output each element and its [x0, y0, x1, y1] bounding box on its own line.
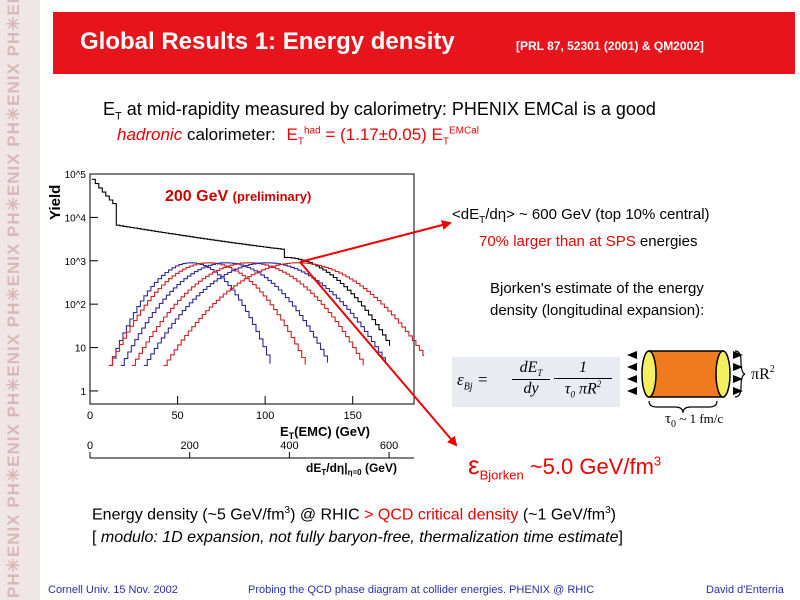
footer-right: David d'Enterria: [706, 584, 784, 596]
footer-left: Cornell Univ. 15 Nov. 2002: [48, 584, 178, 596]
series-line-5: [143, 262, 387, 366]
y-tick-label: 10^5: [65, 170, 87, 181]
secondary-x-ticks: 0 200 400 600: [87, 440, 398, 458]
area-label: πR2: [751, 364, 775, 383]
cylinder-body: [648, 350, 724, 398]
collision-cylinder-diagram: πR2 τ0 ~ 1 fm/c: [627, 350, 775, 430]
y-tick-label: 10^2: [65, 300, 87, 311]
series-line-1: [108, 262, 271, 366]
footer-center: Probing the QCD phase diagram at collide…: [248, 584, 595, 596]
slide-title: Global Results 1: Energy density: [80, 28, 455, 55]
x2-tick-label: 400: [280, 440, 298, 452]
series-line-3: [120, 262, 329, 366]
x-tick-label: 100: [256, 410, 274, 422]
bjorken-result: εBjorken ~5.0 GeV/fm3: [468, 450, 662, 483]
x2-tick-label: 200: [181, 440, 199, 452]
intro-line-2: hadronic calorimeter: EThad = (1.17±0.05…: [117, 125, 480, 148]
intro-line-1: ET at mid-rapidity measured by calorimet…: [103, 99, 656, 123]
bjorken-formula: εBj = dET dy 1 τ0 πR2: [452, 357, 620, 407]
title-banner: Global Results 1: Energy density [PRL 87…: [53, 12, 795, 74]
x-tick-label: 50: [171, 410, 183, 422]
series-line-2: [109, 262, 306, 366]
et-distribution-chart: 10^5 10^4 10^3 10^2 10 1 0 50 100 150 Yield 200 …: [47, 170, 424, 477]
y-tick-label: 1: [80, 387, 86, 398]
tau-label: τ0 ~ 1 fm/c: [665, 411, 723, 430]
y-axis: 10^5 10^4 10^3 10^2 10 1: [65, 170, 98, 398]
bjorken-intro-line-2: density (longitudinal expansion):: [490, 302, 705, 319]
arrow-to-mean-et: [299, 220, 452, 263]
bjorken-intro-line-1: Bjorken's estimate of the energy: [490, 280, 704, 297]
y-tick-label: 10: [75, 344, 87, 355]
chart-x-label-2: dET/dη|η=0 (GeV): [306, 461, 397, 477]
chart-y-label: Yield: [47, 185, 64, 220]
series-line-6: [163, 262, 424, 366]
mean-et-text: <dET/dη> ~ 600 GeV (top 10% central): [452, 206, 710, 226]
summary-line-2: [ modulo: 1D expansion, not fully baryon…: [92, 529, 623, 546]
series-group: [91, 178, 424, 366]
x2-tick-label: 600: [380, 440, 398, 452]
arrow-to-result: [299, 261, 458, 447]
chart-title: 200 GeV (preliminary): [165, 188, 311, 205]
y-tick-label: 10^3: [65, 257, 87, 268]
y-tick-label: 10^4: [65, 213, 87, 224]
x-axis: 0 50 100 150: [87, 396, 362, 422]
x-tick-label: 0: [87, 410, 93, 422]
reference-citation: [PRL 87, 52301 (2001) & QM2002]: [516, 39, 704, 53]
series-line-0: [91, 178, 391, 346]
x2-tick-label: 0: [87, 440, 93, 452]
summary-line-1: Energy density (~5 GeV/fm3) @ RHIC > QCD…: [92, 505, 616, 524]
sidebar-watermark: PH✳ENIX PH✳ENIX PH✳ENIX PH✳ENIX PH✳ENIX …: [0, 0, 40, 600]
series-line-4: [132, 262, 364, 366]
x-tick-label: 150: [344, 410, 362, 422]
sps-comparison-text: 70% larger than at SPS energies: [479, 233, 698, 250]
chart-x-label: ET(EMC) (GeV): [280, 424, 370, 441]
hadronic-ratio-formula: EThad = (1.17±0.05) ETEMCal: [286, 125, 480, 148]
